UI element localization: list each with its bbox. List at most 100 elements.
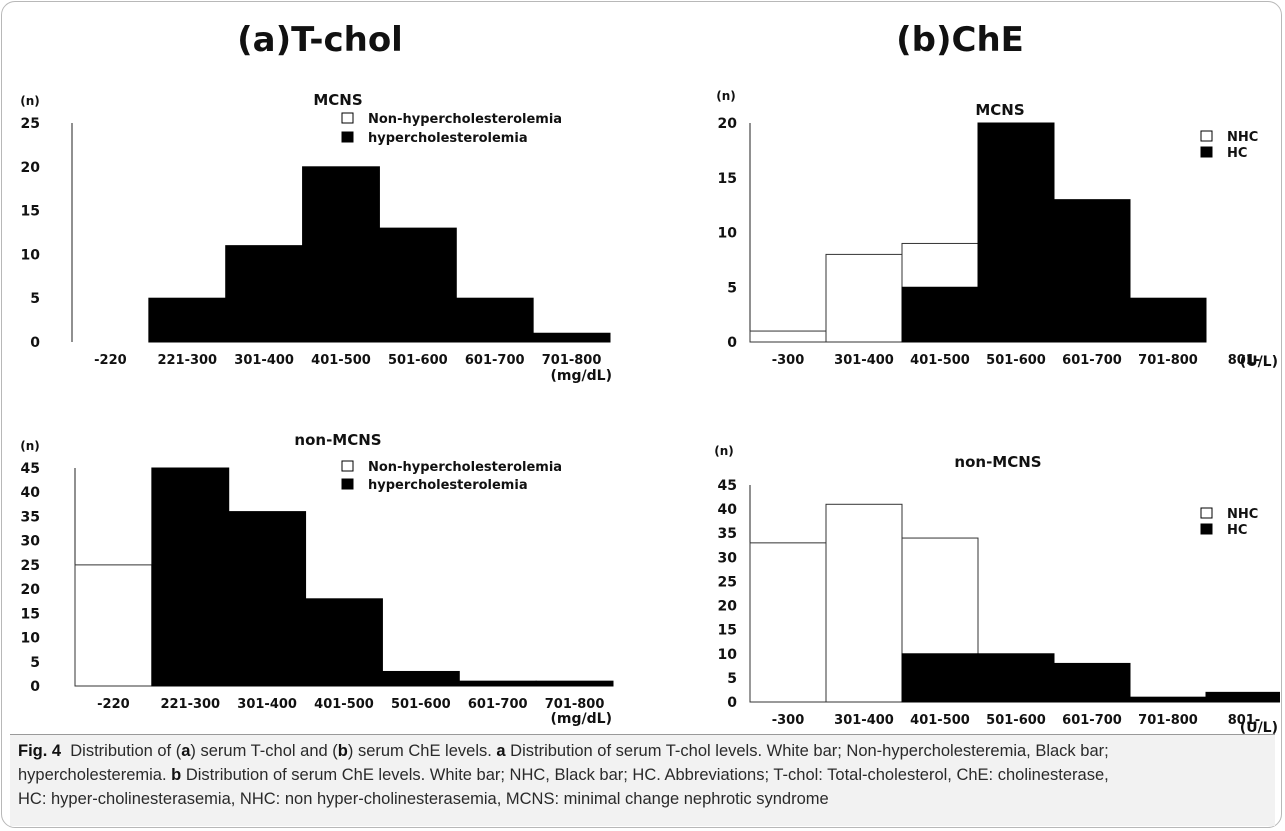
legend-swatch-0 — [1200, 130, 1213, 142]
bar-black-3 — [977, 122, 1055, 343]
y-tick-label: 10 — [21, 631, 41, 647]
caption-line2-run-2: Distribution of serum ChE levels. White … — [181, 766, 1109, 784]
x-tick-label: 301-400 — [237, 697, 297, 712]
x-tick-label: -300 — [772, 713, 805, 728]
y-tick-label: 5 — [727, 671, 737, 687]
bar-black-2 — [901, 653, 979, 703]
legend-swatch-0 — [1200, 507, 1213, 519]
y-tick-label: 25 — [21, 558, 40, 574]
caption-line1-run-6: Distribution of serum T-chol levels. Whi… — [505, 742, 1109, 760]
y-tick-label: 20 — [21, 582, 41, 598]
y-tick-label: 5 — [30, 655, 40, 671]
legend-label-1: hypercholesterolemia — [368, 131, 528, 146]
bar-black-2 — [901, 286, 979, 343]
bar-white-1 — [825, 253, 903, 343]
caption-line3-run-0: HC: hyper-cholinesterasemia, NHC: non hy… — [18, 790, 829, 808]
y-tick-label: 10 — [21, 247, 41, 263]
bar-white-0 — [74, 564, 153, 687]
x-tick-label: 221-300 — [157, 353, 217, 368]
x-tick-label: 601-700 — [468, 697, 528, 712]
chart-che-mcns: MCNS (n) 0 5 10 15 20 -300 301-400 401-500 501-600… — [716, 89, 1278, 370]
y-tick-label: 45 — [718, 478, 737, 494]
bar-black-5 — [455, 297, 534, 343]
x-tick-label: 301-400 — [834, 713, 894, 728]
caption-line-3: HC: hyper-cholinesterasemia, NHC: non hy… — [18, 787, 1267, 811]
x-tick-label: -300 — [772, 353, 805, 368]
bar-white-0 — [749, 542, 827, 703]
bar-black-3 — [302, 166, 380, 343]
x-tick-label: 401-500 — [910, 353, 970, 368]
caption-line1-run-0: Distribution of ( — [70, 742, 182, 760]
bar-black-6 — [1205, 691, 1280, 703]
bar-black-3 — [305, 598, 383, 687]
legend-label-1: HC — [1227, 523, 1247, 538]
y-tick-label: 5 — [30, 291, 40, 307]
legend-swatch-1 — [1200, 146, 1213, 158]
chart-tchol-non-mcns: non-MCNS (n) 0 5 10 15 20 25 30 35 40 45 -220 221-300… — [20, 431, 614, 727]
y-tick-label: 15 — [21, 204, 40, 220]
bar-black-6 — [532, 332, 611, 343]
x-tick-label: -220 — [97, 697, 130, 712]
x-tick-label: 501-600 — [388, 353, 448, 368]
bar-black-5 — [1129, 297, 1207, 343]
legend-label-1: hypercholesterolemia — [368, 478, 528, 493]
bar-black-5 — [1129, 696, 1207, 703]
legend-label-0: NHC — [1227, 507, 1258, 522]
x-tick-label: -220 — [94, 353, 127, 368]
y-tick-label: 5 — [727, 280, 737, 296]
caption-line2-run-0: hypercholesteremia. — [18, 766, 172, 784]
x-tick-label: 501-600 — [986, 713, 1046, 728]
caption-line2-run-1: b — [171, 766, 182, 784]
y-tick-label: 15 — [21, 606, 40, 622]
bar-white-1 — [825, 503, 903, 703]
legend-label-1: HC — [1227, 146, 1247, 161]
bar-black-6 — [535, 680, 614, 687]
y-tick-label: 25 — [21, 116, 40, 132]
chart-tchol-mcns: MCNS (n) 0 5 10 15 20 25 -220 221-300 301-400 401-5… — [20, 91, 612, 384]
x-tick-label: 801- — [1228, 353, 1261, 368]
caption-fig-label: Fig. 4 — [18, 742, 62, 760]
x-tick-label: 701-800 — [542, 353, 602, 368]
y-tick-label: 30 — [718, 550, 738, 566]
y-tick-label: 10 — [718, 647, 738, 663]
y-tick-label: 25 — [718, 574, 737, 590]
x-axis-unit-label: (U/L) — [1240, 354, 1278, 370]
y-tick-label: 30 — [21, 534, 41, 550]
figure-caption: Fig. 4 Distribution of (a) serum T-chol … — [10, 734, 1275, 826]
x-tick-label: 401-500 — [314, 697, 374, 712]
bar-black-4 — [378, 227, 457, 343]
bar-black-4 — [1053, 199, 1131, 343]
bar-black-1 — [148, 297, 227, 343]
y-tick-label: 10 — [718, 226, 738, 242]
y-tick-label: 15 — [718, 171, 737, 187]
y-axis-unit-label: (n) — [20, 94, 40, 108]
panel-title-b: (b)ChE — [896, 20, 1024, 60]
caption-line1-run-1: a — [181, 742, 191, 760]
x-tick-label: 401-500 — [311, 353, 371, 368]
y-tick-label: 0 — [30, 679, 40, 695]
y-tick-label: 0 — [30, 335, 40, 351]
bar-white-0 — [749, 330, 827, 343]
x-tick-label: 601-700 — [465, 353, 525, 368]
y-tick-label: 20 — [718, 116, 738, 132]
chart-title: MCNS — [975, 101, 1024, 119]
bar-black-2 — [225, 245, 304, 343]
legend-swatch-0 — [341, 460, 354, 472]
y-axis-unit-label: (n) — [716, 89, 736, 103]
x-tick-label: 601-700 — [1062, 713, 1122, 728]
y-tick-label: 35 — [718, 526, 737, 542]
x-tick-label: 701-800 — [1138, 353, 1198, 368]
legend-swatch-1 — [341, 478, 354, 490]
caption-line1-run-3: b — [337, 742, 348, 760]
chart-title: non-MCNS — [294, 431, 381, 449]
legend-swatch-0 — [341, 112, 354, 124]
x-axis-unit-label: (mg/dL) — [551, 368, 612, 384]
x-axis-unit-label: (U/L) — [1240, 720, 1278, 735]
y-axis-unit-label: (n) — [20, 439, 40, 453]
legend-label-0: Non-hypercholesterolemia — [368, 460, 562, 475]
y-tick-label: 0 — [727, 335, 737, 351]
y-tick-label: 20 — [718, 599, 738, 615]
y-tick-label: 0 — [727, 695, 737, 711]
caption-line1-run-2: ) serum T-chol and ( — [190, 742, 338, 760]
